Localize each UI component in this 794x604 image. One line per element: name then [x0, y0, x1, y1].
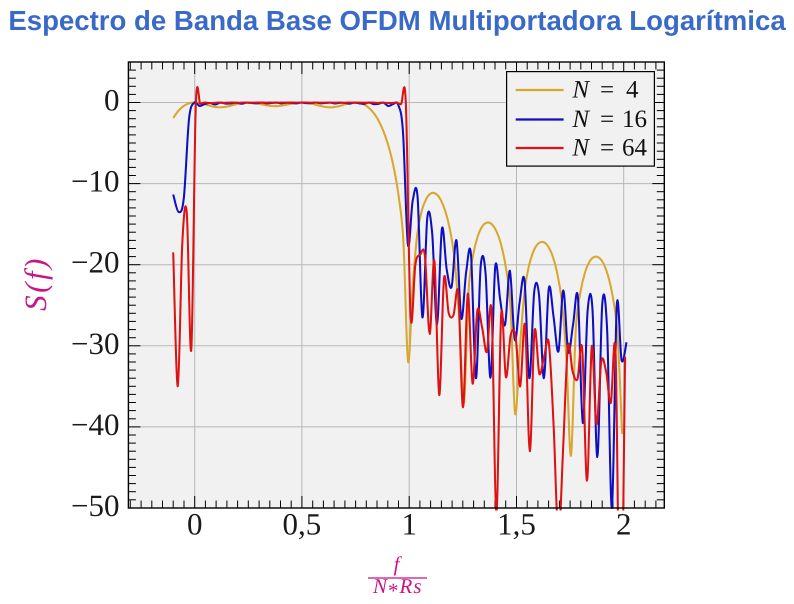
- svg-text:16: 16: [622, 106, 647, 133]
- svg-text:N*Rs: N*Rs: [372, 574, 423, 603]
- svg-text:Espectro de Banda Base OFDM Mu: Espectro de Banda Base OFDM Multiportado…: [8, 5, 786, 36]
- svg-text:4: 4: [626, 76, 639, 103]
- svg-text:0: 0: [104, 83, 120, 118]
- svg-text:−50: −50: [71, 488, 119, 523]
- svg-text:−20: −20: [71, 245, 119, 280]
- svg-text:=: =: [600, 106, 614, 133]
- svg-text:=: =: [600, 76, 614, 103]
- svg-text:64: 64: [622, 134, 648, 161]
- svg-text:f: f: [394, 552, 403, 576]
- svg-text:S(f): S(f): [18, 256, 53, 311]
- svg-text:1,5: 1,5: [497, 507, 536, 542]
- svg-text:0: 0: [187, 507, 203, 542]
- svg-text:0,5: 0,5: [283, 507, 322, 542]
- svg-text:N: N: [571, 134, 590, 161]
- svg-text:−30: −30: [71, 326, 119, 361]
- svg-text:2: 2: [616, 507, 632, 542]
- svg-text:N: N: [571, 76, 590, 103]
- svg-text:N: N: [571, 106, 590, 133]
- svg-text:1: 1: [401, 507, 417, 542]
- svg-text:−40: −40: [71, 407, 119, 442]
- svg-text:=: =: [600, 134, 614, 161]
- svg-text:−10: −10: [71, 164, 119, 199]
